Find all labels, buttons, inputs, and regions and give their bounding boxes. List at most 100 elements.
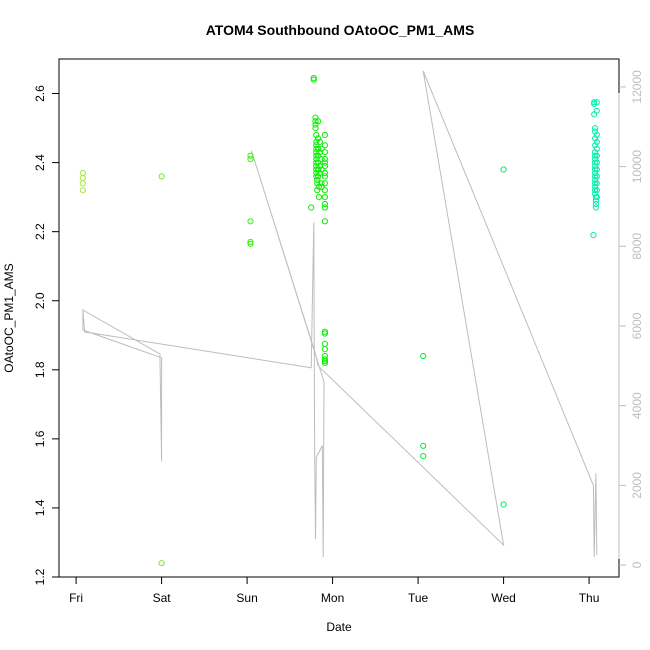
data-point — [593, 99, 600, 106]
data-point — [592, 166, 599, 173]
data-point — [313, 138, 320, 145]
data-point — [313, 131, 320, 139]
data-point — [312, 118, 319, 125]
data-point — [158, 560, 165, 567]
y-tick-label: 2.0 — [33, 292, 47, 309]
y-tick-label: 1.8 — [33, 361, 47, 378]
data-point — [591, 99, 598, 106]
data-point — [593, 166, 600, 173]
data-point — [593, 194, 600, 201]
secondary-series-line — [82, 70, 598, 558]
data-point — [593, 152, 600, 159]
data-point — [321, 346, 328, 353]
data-point — [321, 187, 328, 194]
data-point — [313, 159, 320, 166]
data-point — [313, 163, 320, 170]
data-point — [592, 204, 600, 211]
data-point — [420, 442, 427, 449]
data-point — [321, 328, 328, 335]
data-point — [593, 159, 600, 166]
data-point — [315, 152, 322, 159]
y-axis: 1.2 1.4 1.6 1.8 2.0 2.2 2.4 2.6 — [33, 85, 59, 585]
data-point — [321, 218, 328, 225]
data-point — [318, 180, 325, 187]
plot-marks — [79, 70, 600, 567]
data-point — [592, 142, 599, 149]
data-point — [308, 204, 315, 211]
data-point — [592, 187, 599, 194]
data-point — [318, 183, 325, 190]
data-point — [314, 180, 321, 187]
x-tick-label: Sat — [153, 591, 172, 605]
data-point — [592, 180, 599, 187]
data-point — [321, 173, 328, 180]
data-point — [593, 145, 600, 152]
data-point — [321, 149, 328, 156]
data-point — [312, 125, 319, 132]
data-point — [592, 125, 599, 132]
data-point — [247, 218, 254, 225]
data-point — [79, 180, 87, 187]
data-point — [321, 142, 328, 149]
data-point — [592, 128, 599, 135]
data-point — [593, 173, 600, 180]
data-point — [593, 107, 600, 114]
data-point — [593, 138, 600, 145]
data-point — [321, 156, 328, 163]
data-point — [321, 330, 328, 337]
data-point — [314, 187, 321, 194]
data-point — [592, 200, 600, 208]
data-point — [313, 169, 320, 177]
data-point — [420, 352, 427, 360]
y-tick-label: 2.4 — [33, 154, 47, 171]
data-point — [592, 197, 600, 204]
x-tick-label: Fri — [69, 591, 83, 605]
data-point — [79, 175, 87, 182]
right-y-tick-label: 4000 — [630, 392, 644, 419]
data-point — [321, 356, 328, 363]
data-point — [420, 453, 427, 460]
y-tick-label: 1.4 — [33, 499, 47, 516]
data-point — [314, 176, 321, 183]
data-point — [315, 135, 322, 142]
data-point — [321, 340, 328, 347]
right-y-tick-label: 0 — [630, 561, 644, 568]
data-point — [315, 194, 322, 201]
data-point — [315, 173, 322, 180]
data-point — [313, 142, 320, 149]
data-point — [310, 76, 317, 83]
data-point — [321, 200, 328, 208]
data-point — [318, 156, 325, 163]
data-point — [321, 359, 328, 366]
data-point — [590, 232, 597, 239]
data-point — [592, 190, 599, 197]
y-tick-label: 2.6 — [33, 85, 47, 102]
data-point — [313, 173, 320, 180]
right-y-tick-label: 8000 — [630, 233, 644, 260]
data-point — [313, 152, 320, 159]
y-tick-label: 1.6 — [33, 430, 47, 447]
right-y-tick-label: 2000 — [630, 472, 644, 499]
x-tick-label: Sun — [236, 591, 257, 605]
data-point — [592, 169, 599, 177]
data-point — [592, 149, 599, 156]
x-axis-label: Date — [326, 620, 352, 634]
data-point — [247, 240, 254, 247]
data-point — [318, 166, 325, 173]
data-point — [318, 145, 325, 152]
data-point — [593, 180, 600, 187]
data-point — [315, 159, 322, 166]
data-point — [321, 131, 328, 139]
x-tick-label: Mon — [321, 591, 344, 605]
y-axis-label: OAtoOC_PM1_AMS — [2, 263, 16, 372]
data-point — [315, 166, 322, 173]
x-axis: Fri Sat Sun Mon Tue Wed Thu — [69, 577, 599, 605]
data-point — [592, 156, 599, 163]
x-tick-label: Thu — [579, 591, 600, 605]
data-point — [321, 159, 328, 166]
data-point — [79, 187, 87, 194]
y-tick-label: 1.2 — [33, 568, 47, 585]
data-point — [158, 173, 165, 180]
data-point — [79, 169, 87, 177]
